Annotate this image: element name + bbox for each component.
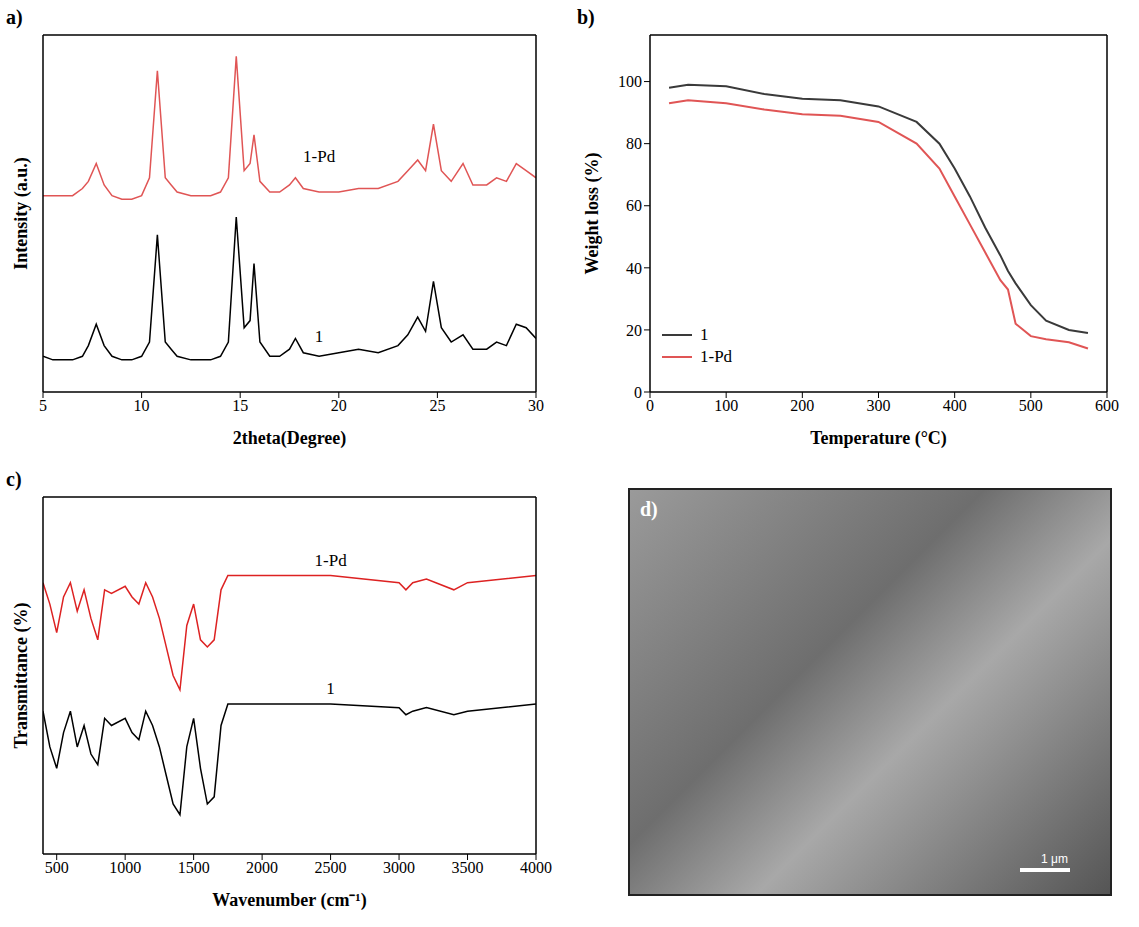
html-text:1: 1: [700, 325, 709, 344]
svg-text:3500: 3500: [452, 859, 484, 876]
svg-text:100: 100: [618, 73, 642, 90]
svg-text:15: 15: [232, 397, 248, 414]
svg-text:Weight loss (%): Weight loss (%): [582, 152, 603, 274]
html-text:1 μm: 1 μm: [1041, 852, 1068, 866]
svg-text:400: 400: [943, 397, 967, 414]
svg-text:Wavenumber (cm⁻¹): Wavenumber (cm⁻¹): [212, 890, 367, 911]
svg-text:4000: 4000: [520, 859, 552, 876]
svg-text:Intensity (a.u.): Intensity (a.u.): [11, 157, 32, 270]
html-text:c): c): [6, 468, 22, 490]
svg-text:2000: 2000: [246, 859, 278, 876]
svg-text:40: 40: [626, 260, 642, 277]
svg-text:0: 0: [634, 384, 642, 401]
svg-text:25: 25: [429, 397, 445, 414]
svg-text:Transmittance (%): Transmittance (%): [11, 602, 32, 748]
svg-text:500: 500: [45, 859, 69, 876]
svg-text:2500: 2500: [315, 859, 347, 876]
html-text:a): a): [6, 6, 23, 28]
svg-text:20: 20: [626, 322, 642, 339]
svg-text:1: 1: [315, 327, 324, 346]
html-text:d): d): [640, 498, 658, 520]
svg-text:2theta(Degree): 2theta(Degree): [233, 428, 347, 449]
svg-text:1500: 1500: [178, 859, 210, 876]
svg-text:1-Pd: 1-Pd: [315, 551, 348, 570]
svg-text:1000: 1000: [109, 859, 141, 876]
svg-text:Temperature (°C): Temperature (°C): [810, 428, 947, 449]
svg-text:500: 500: [1019, 397, 1043, 414]
svg-text:3000: 3000: [383, 859, 415, 876]
svg-text:10: 10: [134, 397, 150, 414]
svg-text:60: 60: [626, 197, 642, 214]
svg-text:30: 30: [528, 397, 544, 414]
svg-text:1: 1: [326, 679, 335, 698]
svg-text:200: 200: [790, 397, 814, 414]
svg-text:600: 600: [1095, 397, 1119, 414]
html-text:b): b): [577, 6, 595, 28]
svg-text:5: 5: [39, 397, 47, 414]
svg-text:80: 80: [626, 135, 642, 152]
html-text:1-Pd: 1-Pd: [700, 347, 733, 366]
svg-text:0: 0: [646, 397, 654, 414]
svg-text:300: 300: [867, 397, 891, 414]
svg-text:20: 20: [331, 397, 347, 414]
svg-text:1-Pd: 1-Pd: [303, 147, 336, 166]
svg-text:100: 100: [714, 397, 738, 414]
